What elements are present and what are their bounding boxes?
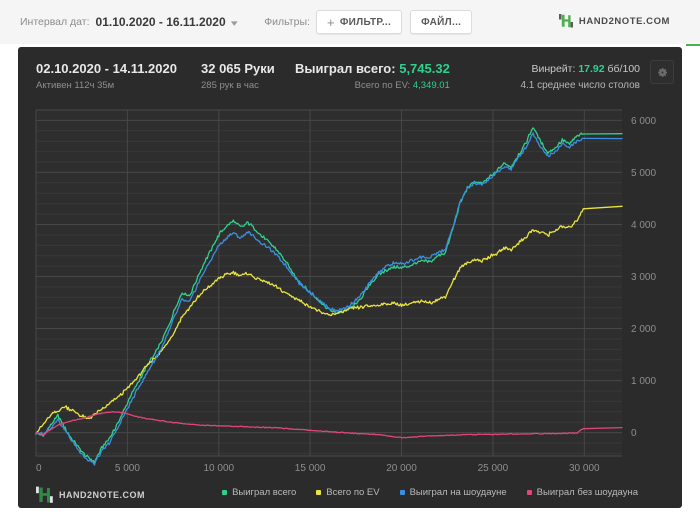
stat-won: Выиграл всего: 5,745.32 Всего по EV: 4,3…: [295, 61, 450, 93]
add-filter-button[interactable]: + ФИЛЬТР...: [315, 10, 403, 34]
stat-hands-sub: 285 рук в час: [201, 80, 259, 91]
legend-item-3[interactable]: Выиграл без шоудауна: [526, 487, 638, 498]
legend-item-label: Выиграл без шоудауна: [536, 487, 638, 498]
y-axis-tick-label: 4 000: [631, 220, 656, 231]
stats-card: 02.10.2020 - 14.11.2020 Активен 112ч 35м…: [18, 47, 682, 508]
x-axis-tick-label: 30 000: [569, 463, 600, 474]
legend-color-swatch: [316, 490, 322, 495]
y-axis-tick-label: 0: [631, 428, 637, 439]
stat-tables: 4.1 среднее число столов: [520, 80, 640, 91]
legend-item-label: Выиграл на шоудауне: [409, 487, 507, 498]
stat-period-value: 02.10.2020 - 14.11.2020: [36, 61, 177, 76]
legend-item-label: Всего по EV: [326, 487, 380, 498]
file-button[interactable]: ФАЙЛ...: [410, 10, 473, 34]
legend-color-swatch: [399, 490, 405, 495]
stat-won-label: Выиграл всего:: [295, 61, 396, 76]
stat-winrate-value: 17.92: [578, 63, 605, 75]
plot-background: [36, 110, 622, 456]
date-range-label: Интервал дат:: [20, 16, 90, 28]
chart-line-1: [35, 205, 623, 434]
y-axis-tick-label: 5 000: [631, 168, 656, 179]
brand-text: HAND2NOTE.COM: [578, 15, 670, 27]
y-axis-tick-label: 1 000: [631, 376, 656, 387]
legend-color-swatch: [526, 490, 532, 495]
y-axis-tick-label: 6 000: [631, 116, 656, 127]
x-axis-tick-label: 5 000: [115, 463, 140, 474]
date-range-value[interactable]: 01.10.2020 - 16.11.2020 ▾: [95, 15, 238, 29]
stat-period-sub: Активен 112ч 35м: [36, 80, 115, 91]
chevron-down-icon: ▾: [230, 18, 238, 28]
stat-winrate-unit: бб/100: [607, 63, 640, 75]
add-filter-label: ФИЛЬТР...: [339, 16, 392, 28]
date-range-text: 01.10.2020 - 16.11.2020: [95, 15, 226, 29]
x-axis-tick-label: 10 000: [204, 463, 235, 474]
stat-winrate-line: Винрейт: 17.92 бб/100: [520, 61, 640, 77]
stat-ev-value: 4,349.01: [412, 80, 450, 91]
plus-icon: +: [326, 14, 335, 30]
brand-logo: HAND2NOTE.COM: [558, 13, 670, 29]
stat-winrate: Винрейт: 17.92 бб/100 4.1 среднее число …: [520, 61, 640, 93]
stat-won-line: Выиграл всего: 5,745.32: [295, 61, 450, 77]
chart-area: 0 1 000 2 000 3 000 4 000 5 000 6 000 0 5 000 10 …: [18, 102, 682, 508]
chart-settings-button[interactable]: [650, 60, 674, 84]
file-button-label: ФАЙЛ...: [421, 16, 462, 28]
hand2note-logo-icon: [558, 14, 573, 28]
stat-winrate-label: Винрейт:: [531, 63, 576, 75]
legend-color-swatch: [222, 490, 228, 495]
legend-item-2[interactable]: Выиграл на шоудауне: [399, 487, 507, 498]
stat-hands: 32 065 Руки 285 рук в час: [201, 61, 275, 93]
x-axis-tick-label: 0: [36, 463, 42, 474]
y-axis-tick-label: 2 000: [631, 324, 656, 335]
stats-header: 02.10.2020 - 14.11.2020 Активен 112ч 35м…: [18, 47, 682, 95]
x-axis-tick-label: 25 000: [478, 463, 509, 474]
filters-label: Фильтры:: [264, 16, 310, 28]
legend-item-label: Выиграл всего: [232, 487, 297, 498]
gear-icon: [657, 67, 667, 77]
x-axis-tick-label: 20 000: [386, 463, 417, 474]
equity-chart[interactable]: 0 1 000 2 000 3 000 4 000 5 000 6 000 0 5 000 10 …: [18, 102, 682, 508]
chart-line-2: [35, 132, 623, 466]
x-axis-tick-label: 15 000: [295, 463, 326, 474]
stat-hands-value: 32 065 Руки: [201, 61, 275, 76]
legend-item-1[interactable]: Всего по EV: [316, 487, 380, 498]
stat-ev-line: Всего по EV: 4,349.01: [295, 79, 450, 93]
chart-legend: Выиграл всего Всего по EV Выиграл на шоуда…: [18, 487, 682, 498]
stat-period: 02.10.2020 - 14.11.2020 Активен 112ч 35м: [36, 61, 177, 93]
y-axis-tick-label: 3 000: [631, 272, 656, 283]
stat-ev-label: Всего по EV:: [354, 80, 411, 91]
legend-item-0[interactable]: Выиграл всего: [222, 487, 296, 498]
stat-won-value: 5,745.32: [399, 61, 450, 76]
chart-line-3: [35, 411, 623, 439]
top-toolbar: Интервал дат: 01.10.2020 - 16.11.2020 ▾ Ф…: [0, 0, 700, 44]
